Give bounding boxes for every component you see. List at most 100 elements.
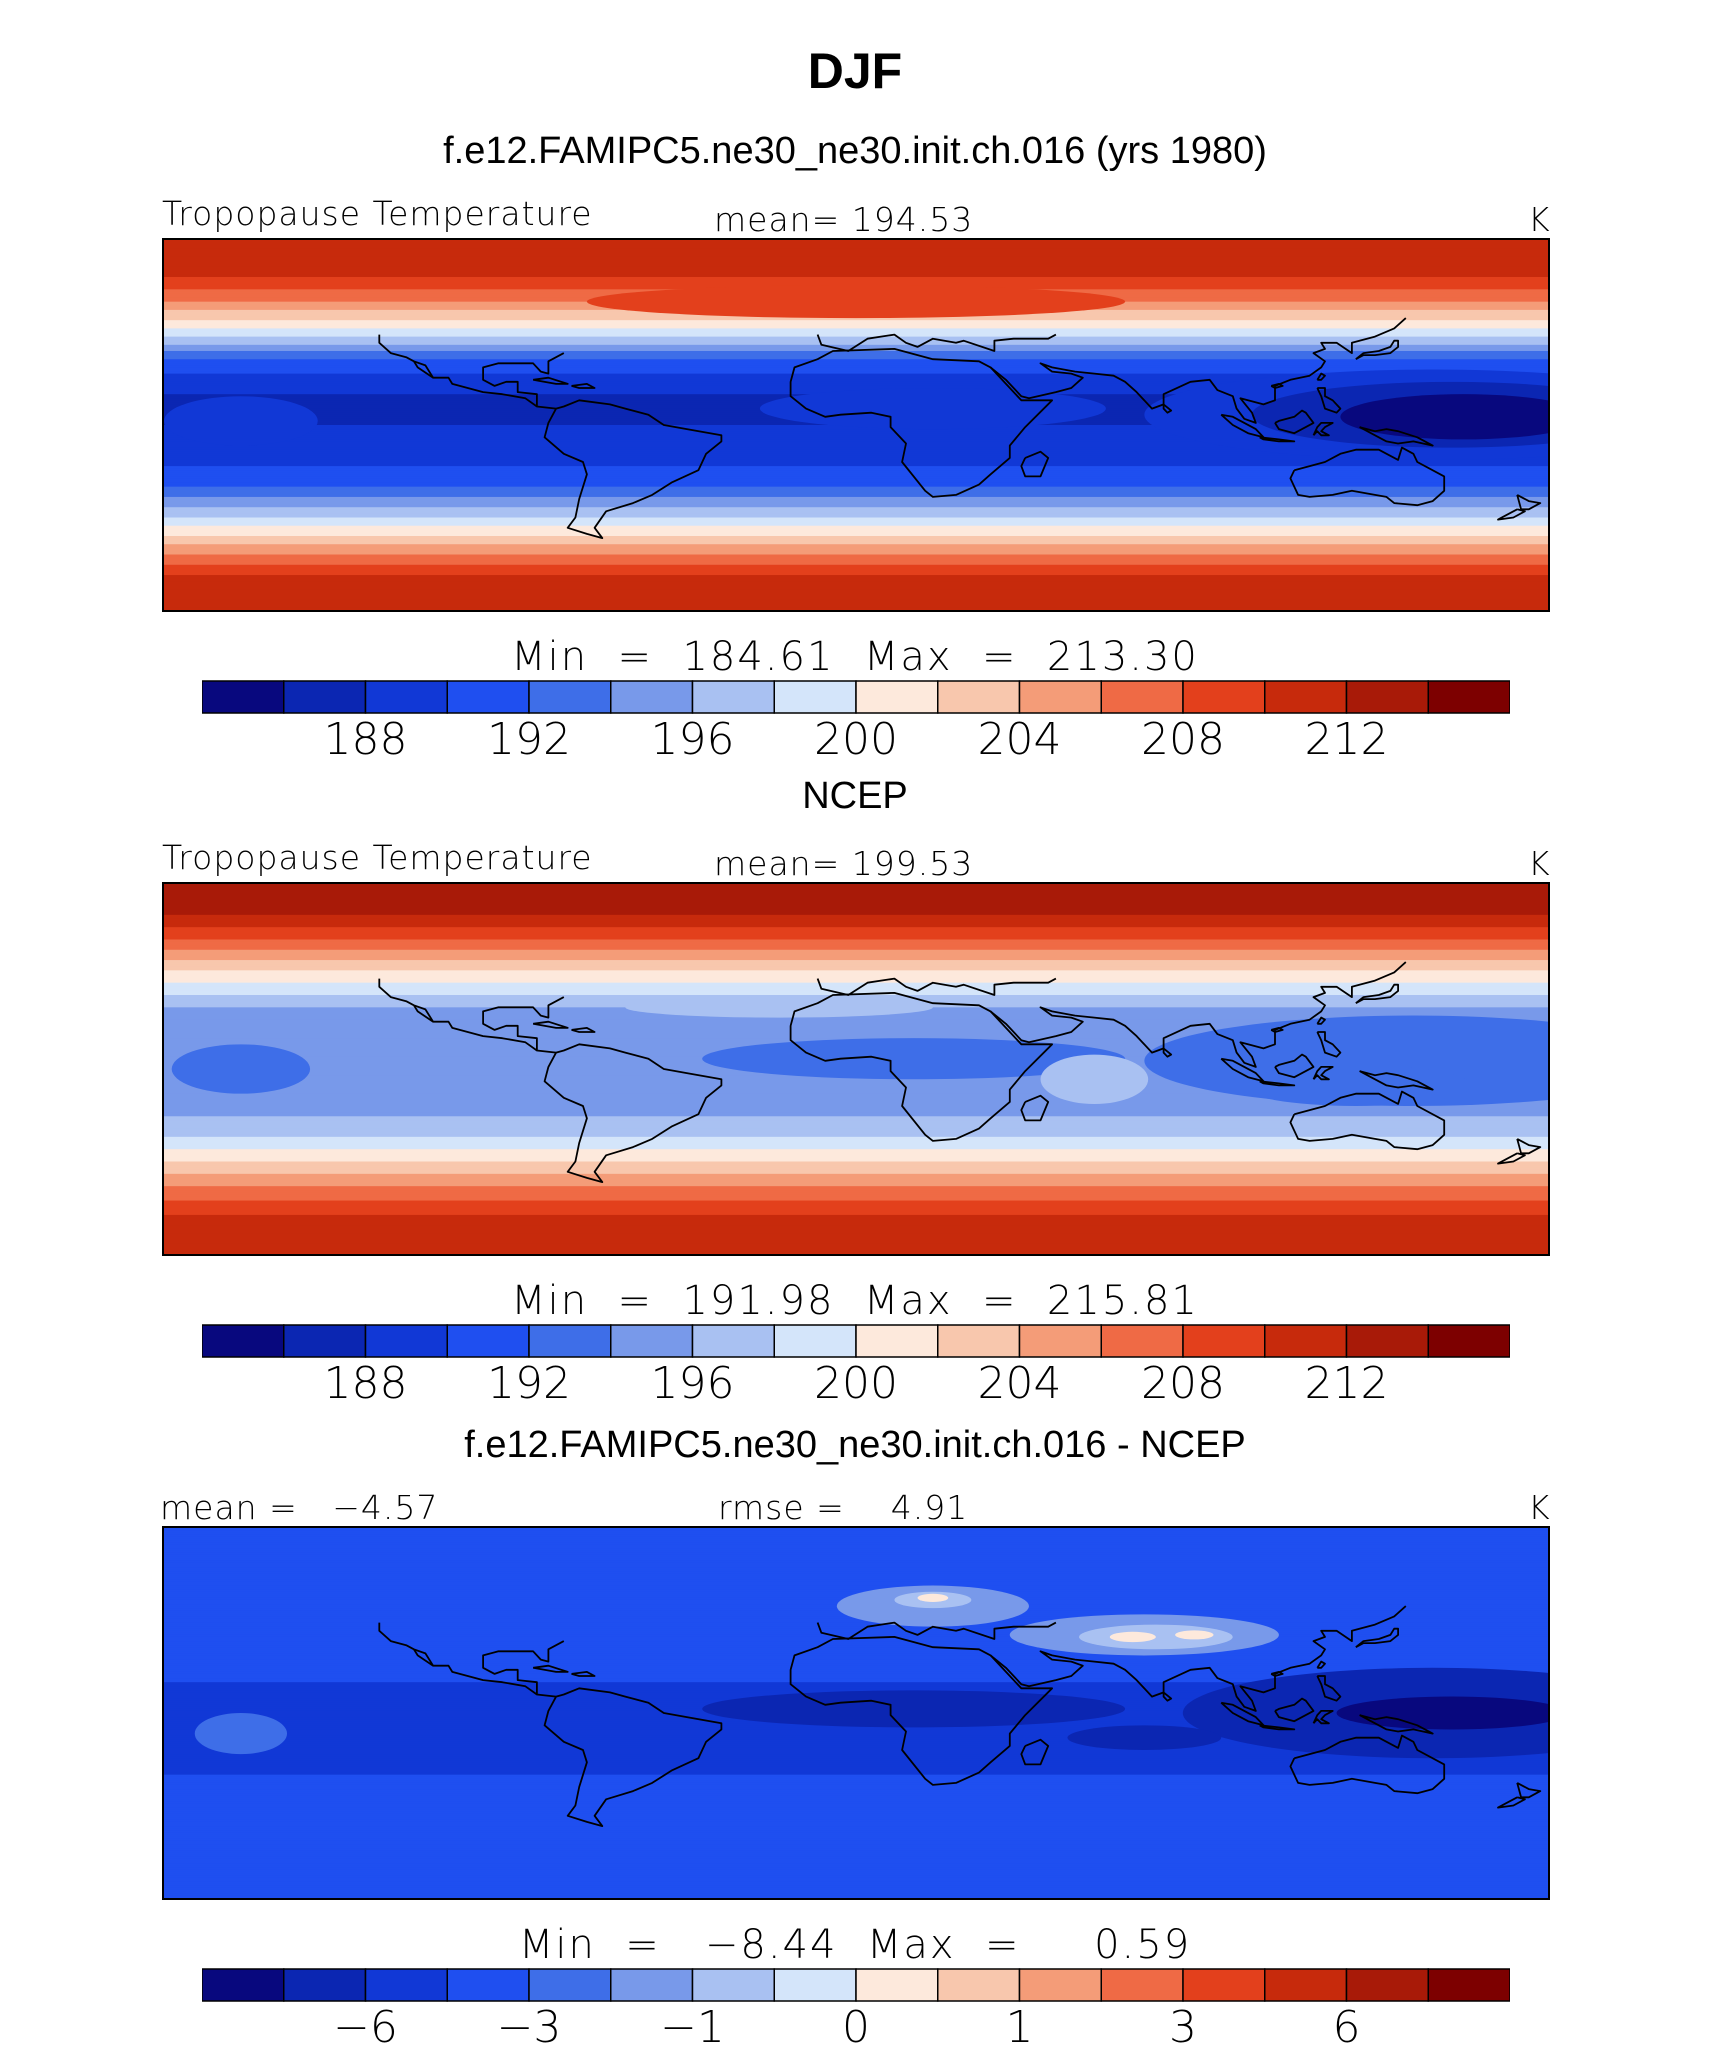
panel-2-contour-band xyxy=(164,1085,1548,1089)
panel-2-contour-band xyxy=(164,1175,1548,1179)
panel-2-contour-band xyxy=(164,914,1548,918)
panel-2-coastline xyxy=(1316,1016,1326,1025)
panel-2-contour-band xyxy=(164,1180,1548,1183)
panel-1-contour-band xyxy=(164,361,1548,364)
panel-3-contour-band xyxy=(164,1618,1548,1622)
panel-3-units-label: K xyxy=(1528,1488,1551,1527)
panel-2-contour-band xyxy=(164,1194,1548,1198)
panel-1-contour-band xyxy=(164,324,1548,327)
panel-3-contour-band xyxy=(164,1628,1548,1632)
panel-2-contour-band xyxy=(164,1143,1548,1146)
panel-2-contour-band xyxy=(164,945,1548,949)
panel-2-contour-band xyxy=(164,1169,1548,1173)
panel-2-contour-band xyxy=(164,1145,1548,1148)
panel-2-contour-band xyxy=(164,921,1548,924)
panel-2-contour-band xyxy=(164,927,1548,930)
panel-1-contour-band xyxy=(164,595,1548,599)
panel-1-contour-band xyxy=(164,318,1548,321)
panel-3-contour-band xyxy=(164,1688,1548,1691)
panel-1-contour-band xyxy=(164,433,1548,436)
panel-3-contour-band xyxy=(164,1556,1548,1560)
panel-2-coastline xyxy=(1274,1053,1315,1079)
panel-1-contour-band xyxy=(164,525,1548,529)
panel-2-contour-band xyxy=(164,974,1548,978)
panel-1-contour-band xyxy=(164,322,1548,325)
panel-2-colorbar-swatch xyxy=(773,1324,857,1358)
panel-3-contour-band xyxy=(164,1565,1548,1568)
panel-1-colorbar-swatch xyxy=(773,680,857,714)
panel-3-contour-band xyxy=(164,1828,1548,1831)
panel-2-contour-band xyxy=(164,1110,1548,1113)
panel-2-region xyxy=(702,1038,1126,1080)
panel-2-contour-band xyxy=(164,1025,1548,1029)
panel-2-contour-band xyxy=(164,1118,1548,1121)
panel-2-contour-band xyxy=(164,986,1548,990)
panel-3-contour-band xyxy=(164,1873,1548,1876)
panel-2-contour-band xyxy=(164,1167,1548,1171)
panel-2-contour-band xyxy=(164,997,1548,1000)
panel-1-contour-band xyxy=(164,472,1548,475)
panel-2-contour-band xyxy=(164,892,1548,895)
panel-1-contour-band xyxy=(164,373,1548,377)
panel-2-contour-band xyxy=(164,1231,1548,1235)
panel-3-contour-band xyxy=(164,1807,1548,1811)
panel-1-contour-band xyxy=(164,589,1548,593)
panel-3-coastline xyxy=(1497,1796,1526,1809)
panel-3-coastline xyxy=(816,1621,1057,1640)
panel-2-contour-band xyxy=(164,1089,1548,1093)
panel-1-contour-band xyxy=(164,367,1548,371)
panel-1-contour-band xyxy=(164,540,1548,543)
panel-2-contour-band xyxy=(164,1161,1548,1165)
panel-1-contour-band xyxy=(164,320,1548,323)
panel-2-contour-band xyxy=(164,951,1548,955)
panel-1-colorbar-swatch xyxy=(1345,680,1429,714)
panel-3-contour-band xyxy=(164,1538,1548,1541)
panel-1-region xyxy=(586,285,1126,319)
panel-3-region xyxy=(1336,1696,1548,1730)
panel-1-contour-band xyxy=(164,503,1548,506)
panel-2-contour-band xyxy=(164,1212,1548,1216)
panel-2-contour-band xyxy=(164,904,1548,908)
panel-1-contour-band xyxy=(164,474,1548,477)
panel-3-contour-band xyxy=(164,1731,1548,1735)
panel-3-map xyxy=(162,1526,1550,1900)
panel-1-contour-band xyxy=(164,274,1548,278)
panel-1-coastline xyxy=(378,334,415,363)
panel-3-coastline xyxy=(378,1622,415,1651)
panel-1-contour-band xyxy=(164,272,1548,276)
panel-3-contour-band xyxy=(164,1863,1548,1866)
panel-3-coastline xyxy=(482,1640,565,1695)
panel-1-coastline xyxy=(1270,383,1284,389)
panel-3-contour-band xyxy=(164,1540,1548,1543)
panel-2-contour-band xyxy=(164,1186,1548,1189)
panel-2-contour-band xyxy=(164,1206,1548,1210)
panel-1-colorbar-swatch xyxy=(364,680,448,714)
panel-1-contour-band xyxy=(164,521,1548,525)
panel-1-colorbar-swatch xyxy=(1100,680,1184,714)
panel-1-contour-band xyxy=(164,550,1548,554)
panel-1-contour-band xyxy=(164,468,1548,471)
panel-3-contour-band xyxy=(164,1624,1548,1628)
panel-1-contour-band xyxy=(164,342,1548,346)
panel-2-contour-band xyxy=(164,1159,1548,1163)
panel-2-contour-band xyxy=(164,1202,1548,1206)
panel-3-contour-band xyxy=(164,1817,1548,1821)
panel-2-contour-band xyxy=(164,933,1548,936)
panel-1-contour-band xyxy=(164,283,1548,286)
panel-2-mean-label: mean= 199.53 xyxy=(714,844,974,883)
panel-1-coastline xyxy=(1316,387,1342,414)
panel-2-contour-band xyxy=(164,1132,1548,1136)
panel-3-contour-band xyxy=(164,1678,1548,1681)
panel-1-contour-band xyxy=(164,505,1548,508)
panel-1-contour-band xyxy=(164,583,1548,586)
panel-2-contour-band xyxy=(164,1241,1548,1245)
panel-1-region xyxy=(1340,394,1548,440)
panel-1-region xyxy=(164,396,318,446)
panel-1-contour-band xyxy=(164,558,1548,562)
panel-3-colorbar-tick-label: −6 xyxy=(333,2002,398,2053)
panel-2-contour-band xyxy=(164,1184,1548,1187)
panel-2-contour-band xyxy=(164,1099,1548,1103)
panel-1-contour-band xyxy=(164,250,1548,253)
panel-2-coastline xyxy=(1497,1152,1526,1165)
panel-2-contour-band xyxy=(164,1188,1548,1191)
